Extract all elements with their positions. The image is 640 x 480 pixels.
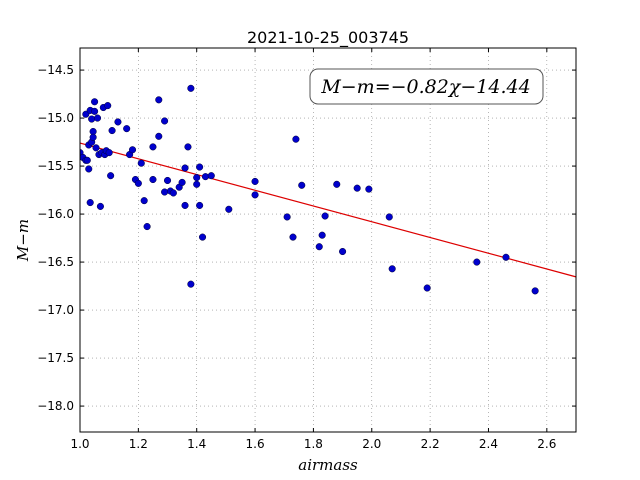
x-tick-label: 1.0 xyxy=(70,437,89,451)
data-point xyxy=(187,84,195,92)
data-point xyxy=(140,197,148,205)
data-point xyxy=(531,287,539,295)
data-point xyxy=(91,98,99,106)
x-tick-label: 1.8 xyxy=(304,437,323,451)
grid xyxy=(79,48,576,432)
data-point xyxy=(92,144,100,152)
data-point xyxy=(85,165,93,173)
data-point xyxy=(181,164,189,172)
fit-line xyxy=(79,142,577,278)
data-point xyxy=(388,265,396,273)
data-point xyxy=(155,96,163,104)
data-point xyxy=(385,213,393,221)
x-tick-labels: 1.0 1.2 1.4 1.6 1.8 2.0 2.2 2.4 2.6 xyxy=(70,437,556,451)
data-point xyxy=(128,146,137,154)
data-point xyxy=(283,213,291,221)
data-point xyxy=(178,178,186,186)
data-point xyxy=(423,284,431,292)
data-point xyxy=(88,115,96,123)
data-point xyxy=(114,118,122,126)
y-tick-label: −16.0 xyxy=(37,207,74,221)
data-point xyxy=(353,184,361,192)
data-point xyxy=(198,233,207,241)
data-point xyxy=(86,199,94,207)
data-point xyxy=(155,132,163,140)
data-point xyxy=(251,177,259,185)
data-point xyxy=(143,223,151,231)
y-tick-label: −14.5 xyxy=(37,63,74,77)
data-point xyxy=(502,253,510,261)
data-point xyxy=(193,174,201,182)
data-point xyxy=(193,180,201,188)
data-point xyxy=(201,173,210,181)
y-tick-label: −17.0 xyxy=(37,303,74,317)
x-axis-label: airmass xyxy=(298,456,358,474)
data-point xyxy=(149,143,157,151)
data-point xyxy=(365,185,373,193)
data-point xyxy=(292,135,300,143)
data-point xyxy=(318,231,326,239)
y-axis-label: M−m xyxy=(14,219,32,262)
y-tick-label: −18.0 xyxy=(37,399,74,413)
data-point xyxy=(137,159,145,167)
data-point xyxy=(134,179,142,187)
data-point xyxy=(333,180,341,188)
data-points xyxy=(80,84,539,295)
data-point xyxy=(163,176,172,185)
data-point xyxy=(108,127,116,135)
x-tick-label: 2.6 xyxy=(537,437,556,451)
x-tick-label: 2.0 xyxy=(362,437,381,451)
data-point xyxy=(161,117,169,125)
data-point xyxy=(315,243,323,251)
data-point xyxy=(161,188,169,196)
data-point xyxy=(289,233,297,241)
data-point xyxy=(187,280,195,288)
x-tick-label: 1.4 xyxy=(187,437,206,451)
data-point xyxy=(298,181,306,189)
x-tick-label: 1.6 xyxy=(246,437,265,451)
data-point xyxy=(196,201,204,209)
y-tick-labels: −14.5 −15.0 −15.5 −16.0 −16.5 −17.0 −17.5 −18.0 xyxy=(37,63,74,413)
data-point xyxy=(89,133,97,141)
data-point xyxy=(181,201,189,209)
fit-annotation: M−m=−0.82χ−14.44 xyxy=(309,68,544,105)
y-tick-label: −16.5 xyxy=(37,255,74,269)
data-point xyxy=(93,114,102,122)
data-point xyxy=(184,143,192,151)
data-point xyxy=(105,149,113,157)
data-point xyxy=(149,175,157,184)
data-point xyxy=(123,125,131,133)
x-tick-label: 2.2 xyxy=(421,437,440,451)
data-point xyxy=(83,156,91,164)
data-point xyxy=(251,191,259,199)
ticks xyxy=(79,48,576,432)
data-point xyxy=(169,189,177,197)
data-point xyxy=(473,258,481,266)
y-tick-label: −15.0 xyxy=(37,111,74,125)
x-tick-label: 1.2 xyxy=(129,437,148,451)
data-point xyxy=(225,205,233,213)
plot-frame xyxy=(79,47,577,433)
fit-line-group xyxy=(79,142,577,278)
x-tick-label: 2.4 xyxy=(479,437,498,451)
annotation-box xyxy=(309,68,544,105)
data-point xyxy=(91,107,99,115)
data-point xyxy=(196,163,204,171)
data-point xyxy=(339,247,347,256)
data-point xyxy=(107,172,115,180)
chart-title: 2021-10-25_003745 xyxy=(247,28,409,48)
y-tick-label: −17.5 xyxy=(37,351,74,365)
data-point xyxy=(207,172,215,180)
data-point xyxy=(104,102,112,110)
y-tick-label: −15.5 xyxy=(37,159,74,173)
data-point xyxy=(96,202,104,210)
data-point xyxy=(321,212,329,220)
annotation-text: M−m=−0.82χ−14.44 xyxy=(320,76,530,98)
